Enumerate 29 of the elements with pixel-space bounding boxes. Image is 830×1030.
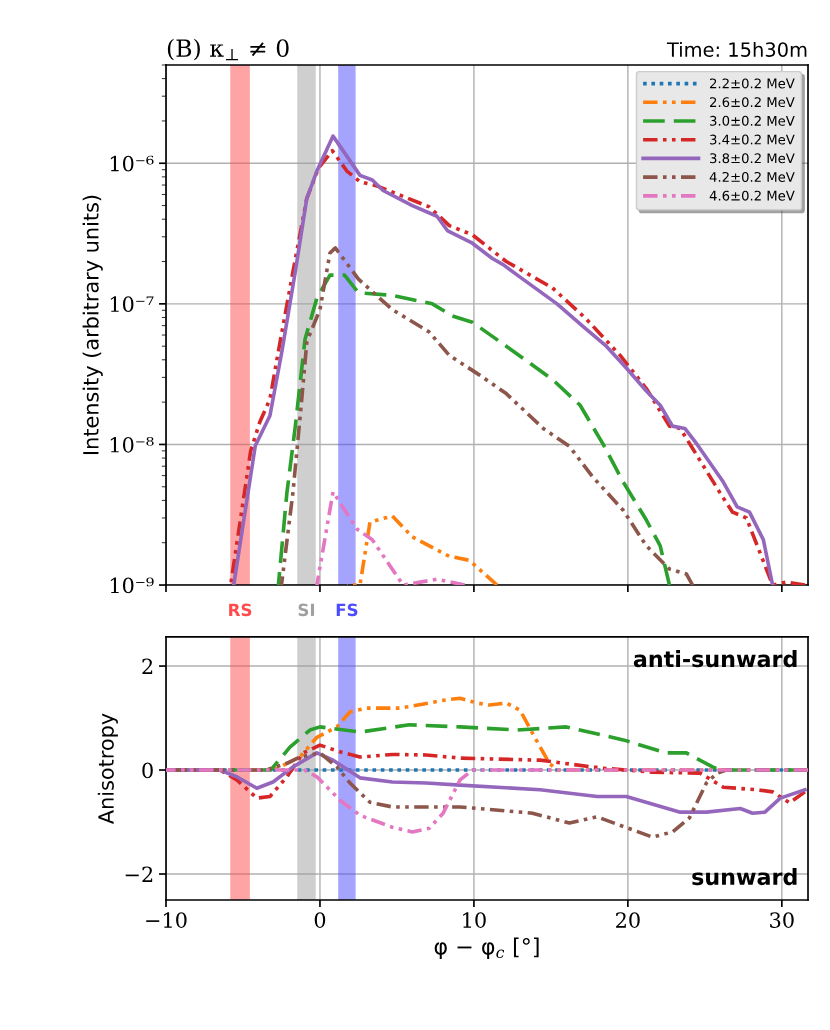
y-tick-label: 10⁻⁶ <box>110 155 154 172</box>
x-axis-title: φ − φ$_{c}$ [°] <box>434 937 539 960</box>
x-tick-label: −10 <box>146 912 187 928</box>
y-axis-title: Intensity (arbitrary units) <box>82 195 103 455</box>
y-tick-label: 2 <box>142 658 153 674</box>
legend-label: 2.6±0.2 MeV <box>710 97 795 108</box>
y-tick-label: 10⁻⁹ <box>110 577 154 594</box>
legend-label: 3.4±0.2 MeV <box>710 134 795 145</box>
y-tick-label: −2 <box>125 866 153 882</box>
legend-label: 3.0±0.2 MeV <box>710 115 795 126</box>
y-axis-title: Anisotropy <box>97 713 118 825</box>
x-tick-label: 20 <box>616 912 640 928</box>
legend-label: 4.6±0.2 MeV <box>709 190 795 201</box>
x-tick-label: 30 <box>770 912 794 928</box>
band-label: RS <box>229 603 252 617</box>
x-tick-label: 0 <box>314 912 326 928</box>
chart-title: (B) κ$_{⊥}$ ≠ 0 <box>167 38 289 61</box>
y-tick-label: 10⁻⁸ <box>110 436 154 453</box>
band-label: FS <box>336 603 358 617</box>
annotation: anti-sunward <box>633 650 797 668</box>
y-tick-label: 0 <box>142 762 153 779</box>
legend-label: 2.2±0.2 MeV <box>710 78 795 89</box>
x-tick-label: 10 <box>463 912 486 928</box>
annotation: sunward <box>692 867 797 886</box>
y-tick-label: 10⁻⁷ <box>110 296 154 313</box>
legend-label: 4.2±0.2 MeV <box>709 171 795 182</box>
chart-subtitle: Time: 15h30m <box>666 41 807 57</box>
legend-label: 3.8±0.2 MeV <box>710 153 795 164</box>
band-label: SI <box>298 603 315 617</box>
